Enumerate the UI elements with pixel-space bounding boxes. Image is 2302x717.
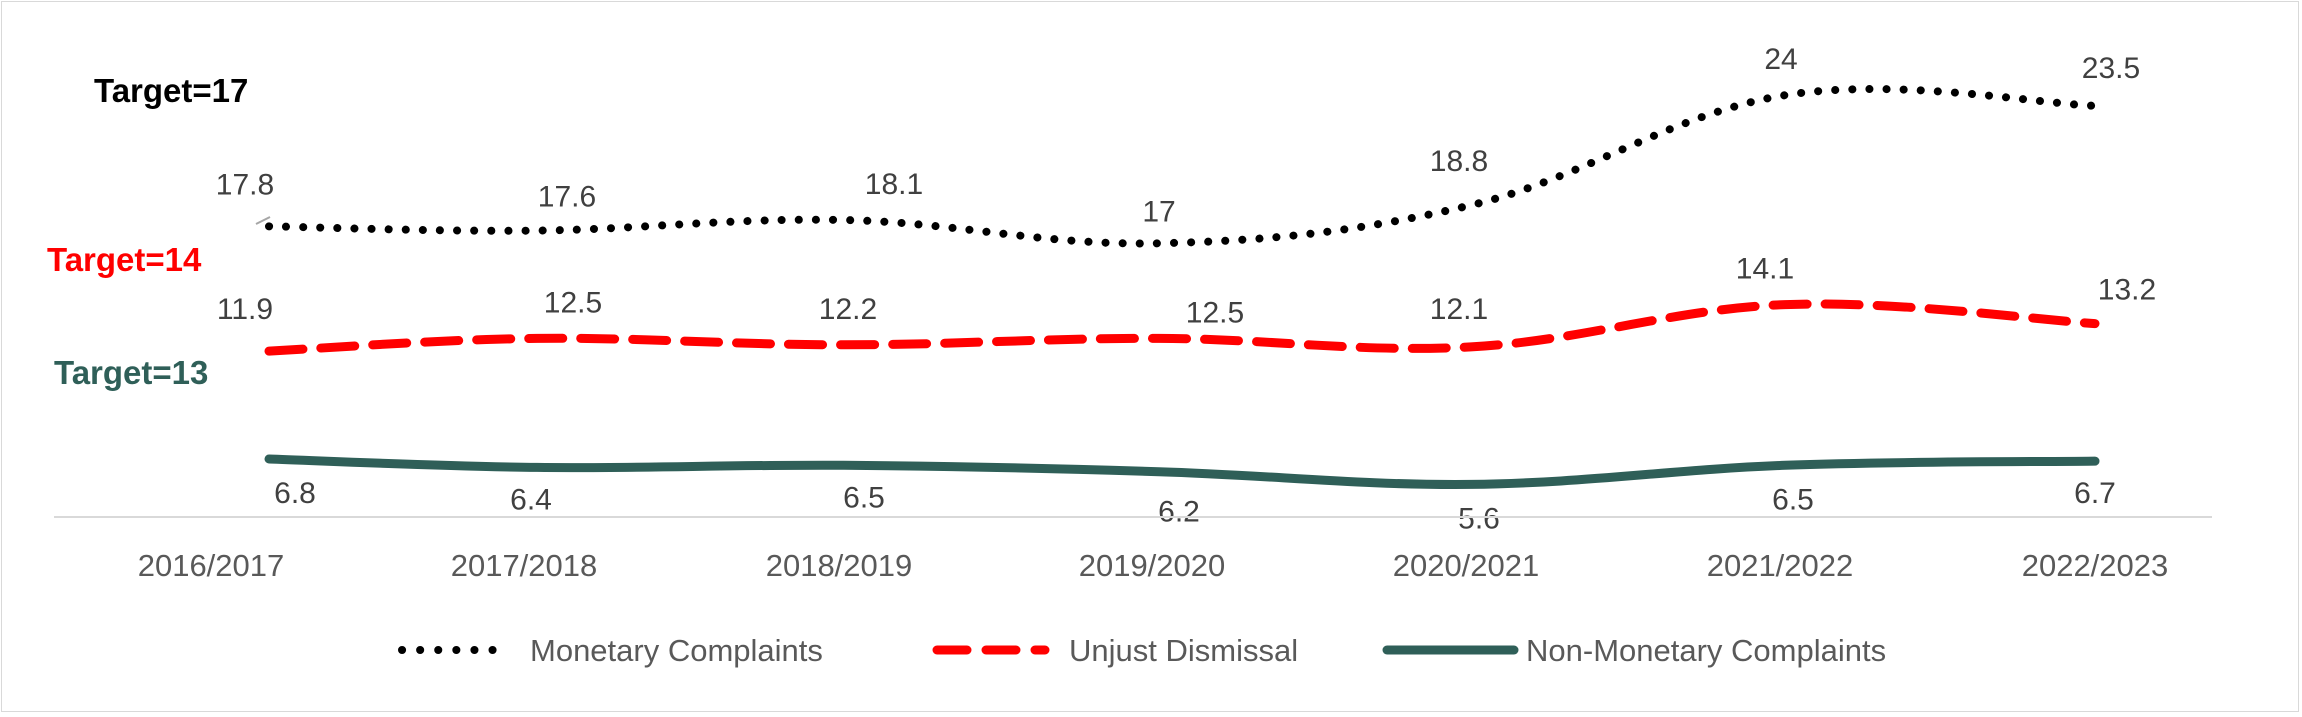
legend: Monetary Complaints Unjust Dismissal Non-M…: [398, 633, 1886, 668]
target-annotation: Target=13: [54, 354, 208, 391]
x-tick-label: 2020/2021: [1393, 548, 1540, 583]
non-monetary-data-label: 6.7: [2074, 477, 2116, 510]
unjust-dismissal-data-label: 12.5: [544, 286, 602, 319]
data-labels: 17.8 17.6 18.1 17 18.8 24 23.5 11.9 12.5 12.2 12.5…: [216, 43, 2156, 535]
series-lines: [264, 85, 2100, 489]
target-annotation: Target=14: [47, 241, 202, 278]
non-monetary-data-label: 6.2: [1158, 496, 1200, 529]
x-tick-label: 2016/2017: [138, 548, 285, 583]
unjust-dismissal-data-label: 14.1: [1736, 253, 1794, 286]
data-label-leader-line: [255, 216, 271, 225]
non-monetary-data-label: 6.5: [843, 481, 885, 514]
target-annotations: Target=17 Target=14 Target=13: [47, 72, 248, 391]
x-tick-label: 2022/2023: [2022, 548, 2169, 583]
non-monetary-line: [264, 454, 2100, 489]
legend-label-non-monetary: Non-Monetary Complaints: [1526, 633, 1886, 668]
non-monetary-data-label: 6.8: [274, 477, 316, 510]
monetary-data-label: 17.8: [216, 168, 274, 201]
monetary-line: [265, 85, 2099, 248]
monetary-data-label: 24: [1764, 43, 1797, 76]
unjust-dismissal-line: [264, 299, 2100, 356]
non-monetary-data-label: 6.4: [510, 483, 552, 516]
monetary-data-label: 23.5: [2082, 52, 2140, 85]
unjust-dismissal-data-label: 12.1: [1430, 293, 1488, 326]
non-monetary-data-label: 5.6: [1458, 502, 1500, 535]
target-annotation: Target=17: [94, 72, 248, 109]
unjust-dismissal-data-label: 12.2: [819, 293, 877, 326]
x-tick-label: 2019/2020: [1079, 548, 1226, 583]
unjust-dismissal-data-label: 11.9: [217, 293, 273, 326]
x-axis-ticks: 2016/2017 2017/2018 2018/2019 2019/2020 2020…: [138, 548, 2169, 583]
legend-label-unjust-dismissal: Unjust Dismissal: [1069, 633, 1298, 668]
x-tick-label: 2021/2022: [1707, 548, 1854, 583]
non-monetary-data-label: 6.5: [1772, 483, 1814, 516]
unjust-dismissal-data-label: 12.5: [1186, 296, 1244, 329]
monetary-data-label: 18.8: [1430, 145, 1488, 178]
legend-label-monetary: Monetary Complaints: [530, 633, 823, 668]
x-tick-label: 2017/2018: [451, 548, 598, 583]
monetary-data-label: 17: [1142, 195, 1175, 228]
monetary-data-label: 17.6: [538, 181, 596, 214]
unjust-dismissal-data-label: 13.2: [2098, 274, 2156, 307]
x-tick-label: 2018/2019: [766, 548, 913, 583]
monetary-data-label: 18.1: [865, 168, 923, 201]
